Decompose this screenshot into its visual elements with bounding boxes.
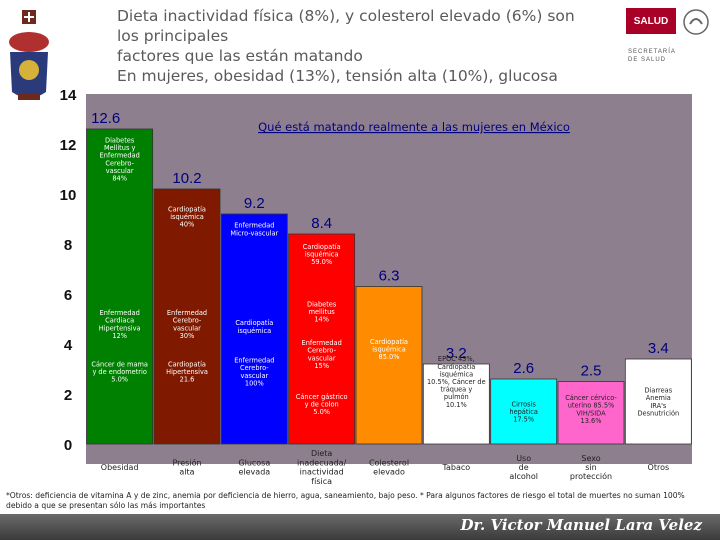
bar-annotation: Diabetes mellitus 14% [307,300,337,323]
bar [557,381,625,445]
x-tick-label: Tabaco [441,463,470,472]
bar-annotation: Cáncer cérvico-uterino 85.5% VIH/SIDA 13.6… [565,394,617,425]
author-signature: Dr. Victor Manuel Lara Velez [460,516,702,534]
mexico-emblem-icon [683,9,709,35]
bar-annotation: EPOC 43%, Cardiopatía isquémica 10.5%, Cánc… [427,355,486,409]
bar [624,358,692,445]
x-tick-label: Glucosa elevada [238,458,270,476]
salud-logo: SALUD SECRETARÍA DE SALUD [626,8,714,78]
x-tick-label: Obesidad [101,463,139,472]
y-tick-label: 12 [60,137,77,154]
bar-annotation: Cardiopatía isquémica 59.0% [303,243,341,266]
y-tick-label: 8 [64,237,72,254]
bar-annotation: Diabetes Mellitus y Enfermedad Cerebro-vasc… [100,137,140,183]
footnote: *Otros: deficiencia de vitamina A y de z… [6,491,685,510]
data-label: 10.2 [172,170,201,187]
data-label: 2.5 [581,363,602,380]
y-tick-label: 0 [64,437,72,454]
x-tick-label: Presión alta [172,457,201,476]
bar-annotation: Enfermedad Micro-vascular [230,222,278,238]
x-tick-label: Colesterol elevado [369,458,409,476]
bar-annotation: Cardiopatía isquémica 85.0% [370,338,408,361]
bar-annotation: Enfermedad Cerebro-vascular 30% [167,309,207,340]
bar-annotation: Cardiopatía isquémica [235,319,273,335]
y-tick-label: 14 [60,87,77,104]
data-label: 9.2 [244,195,265,212]
bar-annotation: Enfermedad Cerebro-vascular 100% [234,357,274,388]
bar-annotation: Enfermedad Cardiaca Hipertensiva 12% [99,309,141,340]
data-label: 3.4 [648,340,669,357]
bar [355,286,423,445]
x-tick-label: Sexo sin protección [570,454,612,481]
y-tick-label: 4 [64,337,73,354]
slide-title: Dieta inactividad física (8%), y coleste… [117,7,575,85]
salud-logo-text: SALUD [626,8,676,34]
bar [490,378,558,445]
chart-title: Qué está matando realmente a las mujeres… [258,120,570,134]
data-label: 6.3 [379,268,400,285]
x-tick-label: Dieta inadecuada/inactividad física [297,449,347,486]
bar [288,233,356,445]
x-tick-label: Otros [648,463,670,472]
bar-chart: 0 2 4 6 8 10 12 14 Qué está matando realmente a… [60,87,692,486]
footer-bar [0,514,720,540]
bar [153,188,221,445]
bar-annotation: Cáncer gástrico y de colon 5.0% [296,393,348,416]
data-label: 3.2 [446,345,467,362]
bar-annotation: Cardiopatía isquémica 40% [168,205,206,228]
bar-annotation: Diarreas Anemia IRA's Desnutrición [637,387,679,418]
y-tick-label: 6 [64,287,72,304]
bar [86,128,154,445]
bar-annotation: Enfermedad Cerebro-vascular 15% [302,339,342,370]
data-label: 2.6 [513,360,534,377]
bar-annotation: Cardiopatía Hipertensiva 21.6 [166,360,208,383]
data-label: 8.4 [311,215,332,232]
university-crest-icon [9,10,49,100]
y-tick-label: 10 [60,187,77,204]
bar-annotation: Cáncer de mama y de endometrio 5.0% [91,360,148,383]
y-tick-label: 2 [64,387,72,404]
bar-annotation: Cirrosis hepática 17.5% [509,400,538,423]
data-label: 12.6 [91,110,120,127]
x-tick-label: Uso de alcohol [509,454,538,481]
bar [220,213,288,445]
bar [422,363,490,445]
secretaria-de-salud-text: SECRETARÍA DE SALUD [628,49,676,63]
